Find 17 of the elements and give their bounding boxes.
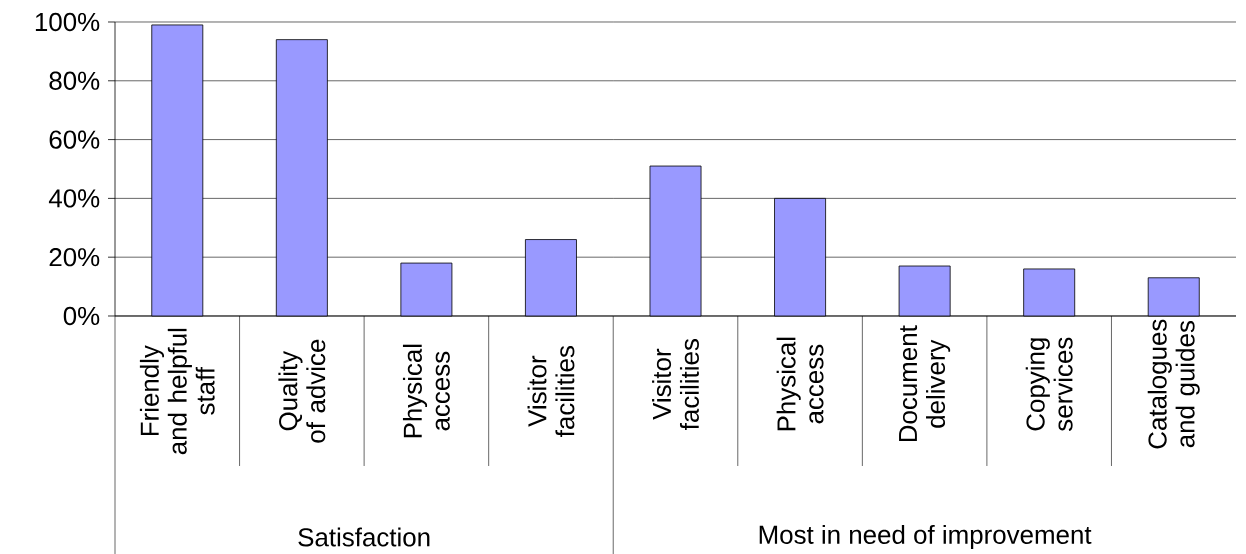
y-tick-label: 100% <box>35 12 100 32</box>
x-tick-label: Copying services <box>1025 337 1073 431</box>
x-tick-label: Visitor facilities <box>527 346 575 437</box>
y-tick-label: 60% <box>49 130 100 149</box>
x-tick-label: Catalogues and guides <box>1147 319 1200 449</box>
y-tick-label: 0% <box>63 306 100 326</box>
y-tick-label: 40% <box>48 189 100 208</box>
x-tick-label: Friendly and helpful staff <box>139 328 215 455</box>
x-tick-label: Quality of advice <box>278 339 326 443</box>
y-tick-label: 20% <box>49 248 100 267</box>
x-tick-label: Physical access <box>776 337 824 431</box>
y-tick-label: 80% <box>49 71 100 90</box>
x-tick-label: Visitor facilities <box>652 339 699 430</box>
x-tick-label: Physical access <box>402 344 450 438</box>
x-axis-title: Most in need of improvement <box>759 524 1092 550</box>
x-tick-label: Document delivery <box>899 325 951 442</box>
x-axis-title: Satisfaction <box>298 527 430 547</box>
